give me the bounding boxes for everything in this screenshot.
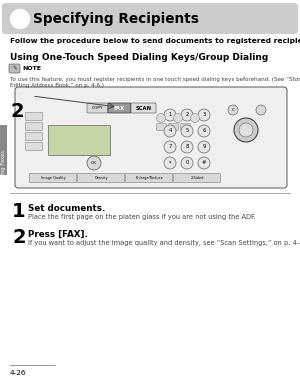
Circle shape xyxy=(157,113,166,122)
FancyBboxPatch shape xyxy=(77,173,124,183)
Text: Density: Density xyxy=(94,176,108,180)
Text: 2: 2 xyxy=(10,102,24,121)
Text: 3: 3 xyxy=(202,112,206,117)
Circle shape xyxy=(87,156,101,170)
Text: 9: 9 xyxy=(202,144,206,149)
Text: If you want to adjust the image quality and density, see “Scan Settings,” on p. : If you want to adjust the image quality … xyxy=(28,240,300,246)
Circle shape xyxy=(198,157,210,169)
FancyBboxPatch shape xyxy=(0,125,7,175)
Text: 1: 1 xyxy=(12,202,26,221)
Circle shape xyxy=(239,123,253,137)
FancyBboxPatch shape xyxy=(87,103,108,113)
Circle shape xyxy=(234,118,258,142)
Text: Press [FAX].: Press [FAX]. xyxy=(28,230,88,239)
Circle shape xyxy=(198,109,210,121)
Text: 8: 8 xyxy=(185,144,189,149)
FancyBboxPatch shape xyxy=(26,122,43,130)
Text: Image Quality: Image Quality xyxy=(40,176,65,180)
Text: C: C xyxy=(232,108,234,112)
Text: 2-Sided: 2-Sided xyxy=(190,176,204,180)
Text: Place the first page on the platen glass if you are not using the ADF.: Place the first page on the platen glass… xyxy=(28,214,256,220)
Circle shape xyxy=(181,157,193,169)
Text: ✎: ✎ xyxy=(12,66,17,71)
Circle shape xyxy=(173,113,182,122)
Text: *: * xyxy=(169,161,171,166)
Circle shape xyxy=(256,105,266,115)
Text: Specifying Recipients: Specifying Recipients xyxy=(33,12,199,26)
FancyBboxPatch shape xyxy=(157,124,166,130)
Text: FAX: FAX xyxy=(114,105,125,110)
Text: 7: 7 xyxy=(168,144,172,149)
FancyBboxPatch shape xyxy=(108,103,131,113)
Text: 2: 2 xyxy=(12,228,26,247)
FancyBboxPatch shape xyxy=(29,173,76,183)
Text: SCAN: SCAN xyxy=(135,105,152,110)
Circle shape xyxy=(198,141,210,153)
FancyBboxPatch shape xyxy=(181,124,190,130)
FancyBboxPatch shape xyxy=(26,142,43,151)
Circle shape xyxy=(198,125,210,137)
Text: To use this feature, you must register recipients in one touch speed dialing key: To use this feature, you must register r… xyxy=(10,77,300,82)
FancyBboxPatch shape xyxy=(173,173,220,183)
Text: COPY: COPY xyxy=(92,106,103,110)
Text: Start: Start xyxy=(239,127,253,132)
Circle shape xyxy=(164,109,176,121)
FancyBboxPatch shape xyxy=(26,112,43,120)
FancyBboxPatch shape xyxy=(169,124,178,130)
FancyBboxPatch shape xyxy=(26,132,43,141)
Text: Sending Faxes: Sending Faxes xyxy=(1,150,6,188)
FancyBboxPatch shape xyxy=(9,64,20,73)
FancyBboxPatch shape xyxy=(15,87,287,188)
Circle shape xyxy=(228,105,238,115)
Text: Editing Address Book,” on p. 4-6.): Editing Address Book,” on p. 4-6.) xyxy=(10,83,104,88)
Text: NOTE: NOTE xyxy=(22,66,41,71)
FancyBboxPatch shape xyxy=(2,3,298,34)
Text: 2: 2 xyxy=(185,112,189,117)
Text: Follow the procedure below to send documents to registered recipients.: Follow the procedure below to send docum… xyxy=(10,38,300,44)
Circle shape xyxy=(164,157,176,169)
Circle shape xyxy=(11,10,29,29)
FancyBboxPatch shape xyxy=(48,125,110,155)
Circle shape xyxy=(164,141,176,153)
Text: 4-26: 4-26 xyxy=(10,370,26,376)
Text: #: # xyxy=(202,161,206,166)
Circle shape xyxy=(164,125,176,137)
Circle shape xyxy=(190,113,200,122)
Text: OK: OK xyxy=(91,161,97,165)
Circle shape xyxy=(181,125,193,137)
Text: 1: 1 xyxy=(168,112,172,117)
Circle shape xyxy=(181,141,193,153)
Circle shape xyxy=(181,109,193,121)
FancyBboxPatch shape xyxy=(131,103,156,113)
Text: Enlarge/Reduce: Enlarge/Reduce xyxy=(135,176,163,180)
Text: 4: 4 xyxy=(168,129,172,134)
Text: 0: 0 xyxy=(185,161,189,166)
Text: 6: 6 xyxy=(202,129,206,134)
Text: Using One-Touch Speed Dialing Keys/Group Dialing: Using One-Touch Speed Dialing Keys/Group… xyxy=(10,53,268,62)
Text: 5: 5 xyxy=(185,129,189,134)
FancyBboxPatch shape xyxy=(125,173,172,183)
Text: Set documents.: Set documents. xyxy=(28,204,105,213)
